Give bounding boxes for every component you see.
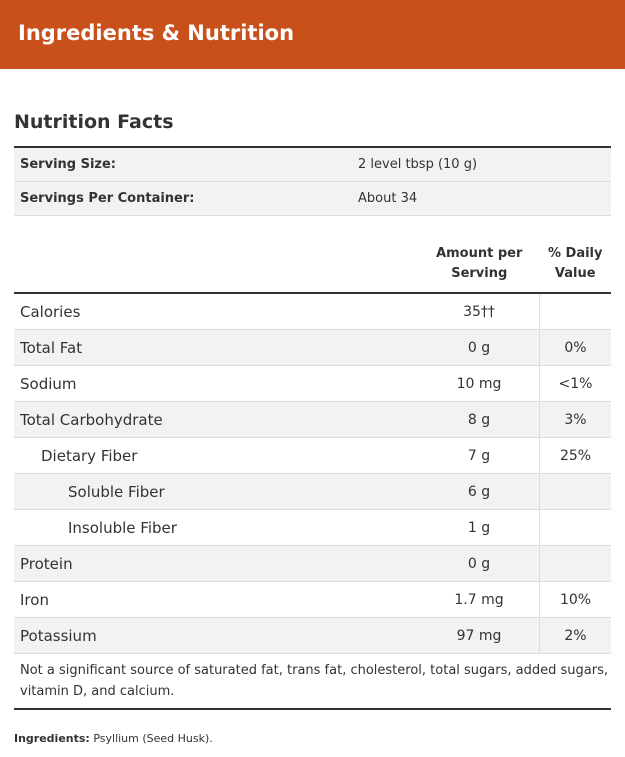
amount: 35†† bbox=[419, 293, 540, 330]
nutrient-table: Amount per Serving% Daily Value Calories… bbox=[14, 235, 611, 710]
daily-value: 2% bbox=[539, 617, 611, 654]
amount: 0 g bbox=[419, 329, 540, 366]
row: Potassium 97 mg 2% bbox=[14, 617, 611, 654]
row: Protein 0 g bbox=[14, 545, 611, 582]
row: Sodium 10 mg <1% bbox=[14, 365, 611, 402]
amount: 7 g bbox=[419, 437, 540, 474]
column-header: Amount per Serving bbox=[419, 235, 540, 294]
daily-value: <1% bbox=[539, 365, 611, 402]
daily-value bbox=[539, 293, 611, 330]
daily-value bbox=[539, 509, 611, 546]
nutrient: Insoluble Fiber bbox=[14, 509, 419, 546]
row: Dietary Fiber 7 g 25% bbox=[14, 437, 611, 474]
value: About 34 bbox=[352, 181, 611, 216]
amount: 10 mg bbox=[419, 365, 540, 402]
nutrient: Total Carbohydrate bbox=[14, 401, 419, 438]
daily-value: 10% bbox=[539, 581, 611, 618]
ingredients-label: Ingredients: bbox=[14, 732, 90, 745]
nutrient: Potassium bbox=[14, 617, 419, 654]
nutrient: Calories bbox=[14, 293, 419, 330]
row: Iron 1.7 mg 10% bbox=[14, 581, 611, 618]
label: Servings Per Container: bbox=[14, 181, 352, 216]
nutrient: Dietary Fiber bbox=[14, 437, 419, 474]
row: Total Carbohydrate 8 g 3% bbox=[14, 401, 611, 438]
ingredients: Ingredients: Psyllium (Seed Husk). bbox=[14, 732, 213, 745]
row: Servings Per Container: About 34 bbox=[14, 181, 611, 216]
amount: 97 mg bbox=[419, 617, 540, 654]
daily-value: 3% bbox=[539, 401, 611, 438]
label: Serving Size: bbox=[14, 147, 352, 182]
serving-table: Serving Size: 2 level tbsp (10 g) Serving… bbox=[14, 146, 611, 216]
nutrient: Soluble Fiber bbox=[14, 473, 419, 510]
amount: 0 g bbox=[419, 545, 540, 582]
row: Calories 35†† bbox=[14, 293, 611, 330]
daily-value bbox=[539, 545, 611, 582]
nutrient: Sodium bbox=[14, 365, 419, 402]
daily-value: 25% bbox=[539, 437, 611, 474]
nutrient: Total Fat bbox=[14, 329, 419, 366]
ingredients-text: Psyllium (Seed Husk). bbox=[93, 732, 213, 745]
footnote-row: Not a significant source of saturated fa… bbox=[14, 653, 611, 710]
amount: 1 g bbox=[419, 509, 540, 546]
nutrient: Iron bbox=[14, 581, 419, 618]
header-row: Amount per Serving% Daily Value bbox=[14, 235, 611, 294]
daily-value bbox=[539, 473, 611, 510]
column-header: % Daily Value bbox=[539, 235, 611, 294]
amount: 8 g bbox=[419, 401, 540, 438]
amount: 1.7 mg bbox=[419, 581, 540, 618]
blank bbox=[14, 235, 419, 294]
nutrient: Protein bbox=[14, 545, 419, 582]
header-title: Ingredients & Nutrition bbox=[0, 0, 625, 69]
value: 2 level tbsp (10 g) bbox=[352, 147, 611, 182]
daily-value: 0% bbox=[539, 329, 611, 366]
footnote: Not a significant source of saturated fa… bbox=[14, 653, 611, 710]
row: Insoluble Fiber 1 g bbox=[14, 509, 611, 546]
row: Serving Size: 2 level tbsp (10 g) bbox=[14, 147, 611, 182]
section-title: Nutrition Facts bbox=[14, 111, 174, 133]
row: Soluble Fiber 6 g bbox=[14, 473, 611, 510]
amount: 6 g bbox=[419, 473, 540, 510]
row: Total Fat 0 g 0% bbox=[14, 329, 611, 366]
